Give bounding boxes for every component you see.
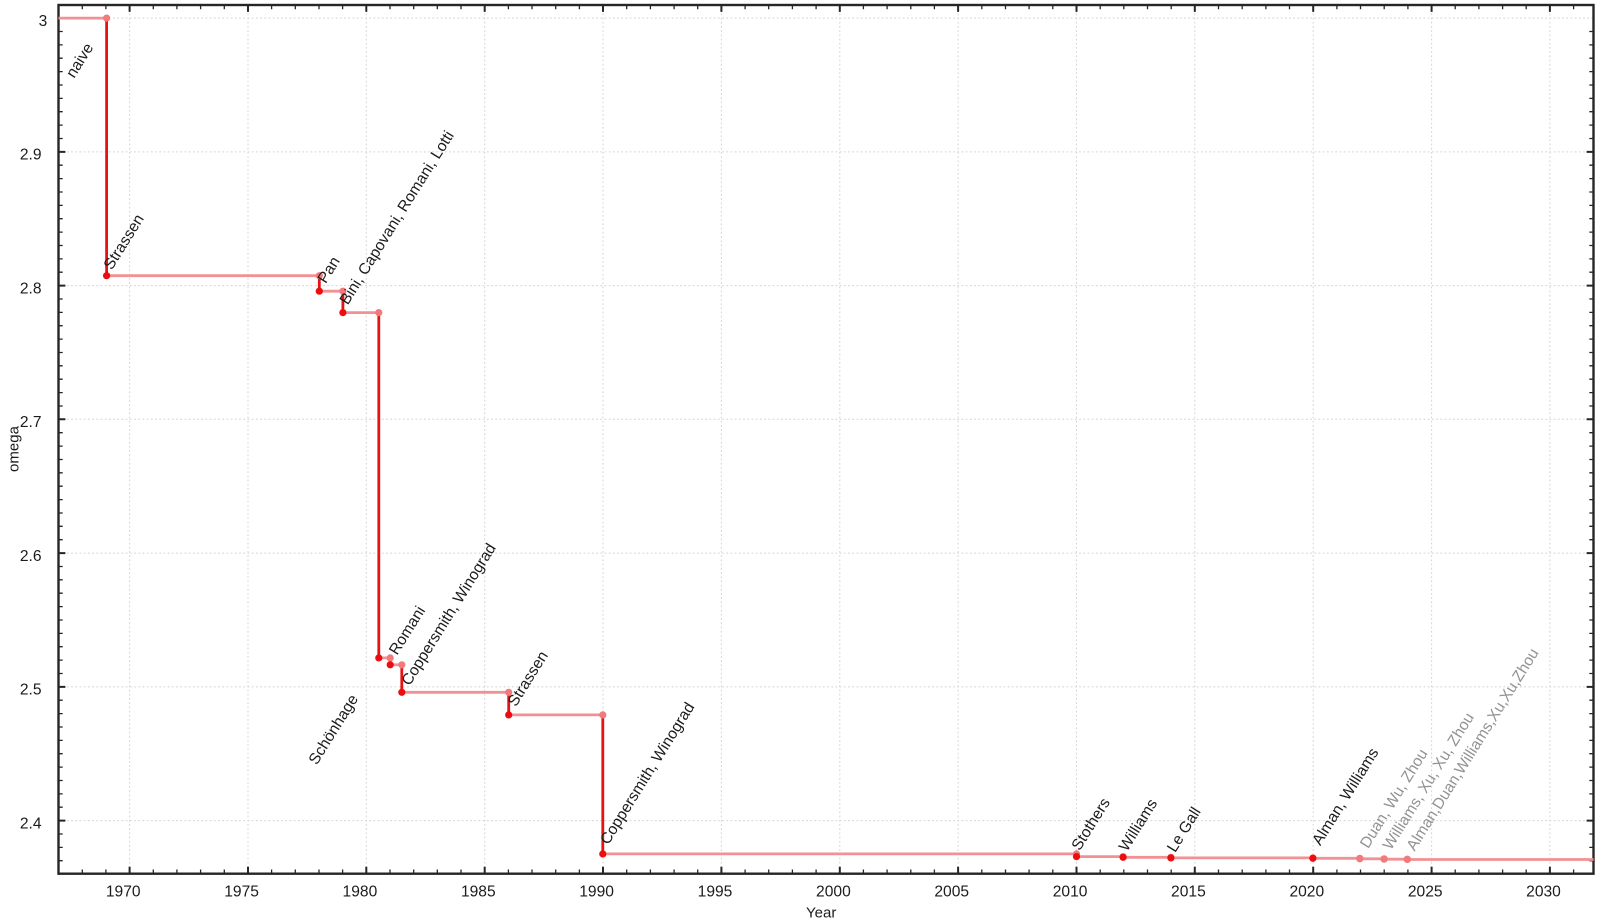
svg-text:1995: 1995 (698, 883, 733, 900)
svg-text:2.7: 2.7 (20, 414, 42, 431)
svg-text:2010: 2010 (1053, 883, 1088, 900)
svg-text:2.6: 2.6 (20, 548, 42, 565)
svg-text:2.5: 2.5 (20, 682, 42, 699)
svg-text:2030: 2030 (1526, 883, 1561, 900)
svg-text:2020: 2020 (1289, 883, 1324, 900)
svg-text:2.8: 2.8 (20, 280, 42, 297)
svg-text:2015: 2015 (1171, 883, 1206, 900)
svg-text:2.4: 2.4 (20, 815, 42, 832)
svg-text:2005: 2005 (934, 883, 969, 900)
svg-text:1980: 1980 (343, 883, 378, 900)
svg-text:1985: 1985 (461, 883, 496, 900)
svg-text:1990: 1990 (579, 883, 614, 900)
svg-text:2025: 2025 (1408, 883, 1443, 900)
svg-text:3: 3 (39, 13, 48, 30)
svg-text:1975: 1975 (224, 883, 259, 900)
svg-text:1970: 1970 (106, 883, 141, 900)
svg-text:2.9: 2.9 (20, 147, 42, 164)
svg-text:2000: 2000 (816, 883, 851, 900)
svg-text:omega: omega (6, 425, 23, 472)
svg-text:Year: Year (806, 905, 836, 920)
